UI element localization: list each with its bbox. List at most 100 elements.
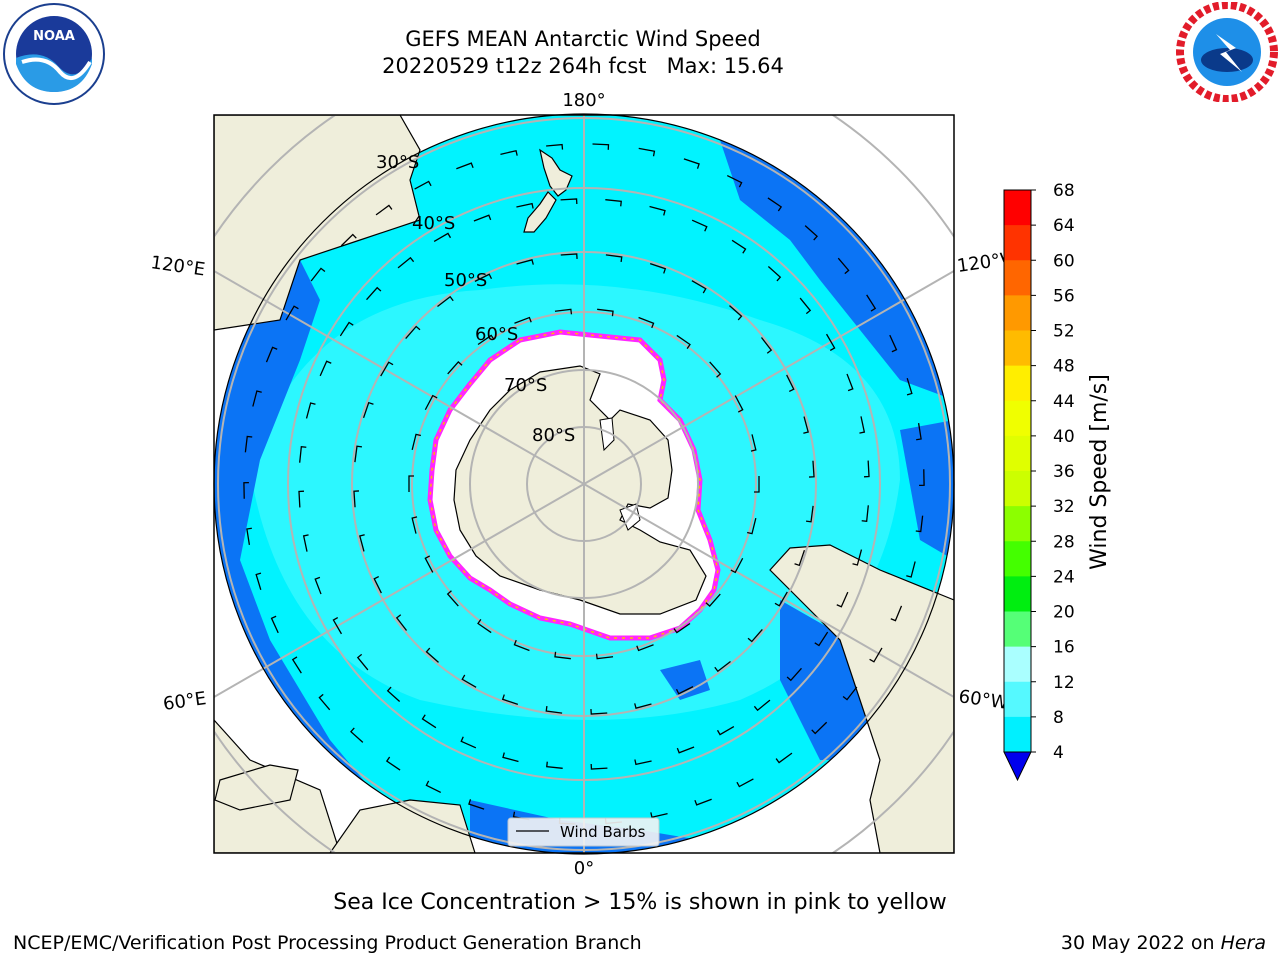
nws-logo bbox=[1176, 2, 1278, 102]
wind-barb bbox=[786, 667, 802, 682]
colorbar-tick-label: 60 bbox=[1053, 251, 1075, 271]
wind-barb bbox=[395, 614, 408, 631]
wind-barb bbox=[753, 699, 771, 712]
colorbar-tick-label: 64 bbox=[1053, 216, 1075, 236]
wind-barb bbox=[650, 812, 668, 819]
wind-barb bbox=[421, 714, 437, 729]
wind-barb bbox=[916, 423, 922, 441]
wind-barb bbox=[411, 433, 422, 451]
wind-barb bbox=[675, 686, 694, 695]
wind-barb bbox=[270, 615, 279, 634]
colorbar-segment bbox=[1004, 506, 1031, 542]
wind-barb bbox=[356, 653, 369, 671]
wind-barb bbox=[683, 158, 700, 169]
caption: Sea Ice Concentration > 15% is shown in … bbox=[333, 890, 947, 915]
wind-barb bbox=[373, 575, 382, 594]
colorbar-tick-label: 4 bbox=[1053, 743, 1064, 763]
wind-barb bbox=[705, 593, 721, 607]
legend: Wind Barbs bbox=[507, 817, 660, 847]
wind-barb bbox=[299, 446, 307, 463]
wind-barb bbox=[560, 198, 578, 205]
wind-barb bbox=[774, 591, 788, 607]
colorbar-segment bbox=[1004, 295, 1031, 331]
wind-barb bbox=[590, 763, 608, 770]
wind-barb bbox=[716, 725, 735, 736]
colorbar-tick-label: 36 bbox=[1053, 462, 1075, 482]
wind-barb bbox=[319, 360, 332, 377]
wind-barb bbox=[592, 143, 610, 150]
wind-barb bbox=[385, 756, 401, 771]
wind-barb bbox=[634, 759, 652, 766]
wind-barb bbox=[638, 316, 655, 329]
wind-barb bbox=[746, 517, 757, 535]
wind-barb bbox=[350, 727, 364, 743]
footer-branch: NCEP/EMC/Verification Post Processing Pr… bbox=[13, 932, 642, 954]
wind-barb bbox=[502, 752, 519, 763]
colorbar-tick-label: 56 bbox=[1053, 286, 1075, 306]
wind-barb bbox=[837, 257, 850, 275]
wind-barb bbox=[474, 273, 493, 282]
lat-label-40s: 40°S bbox=[412, 213, 455, 234]
colorbar-label: Wind Speed [m/s] bbox=[1087, 374, 1112, 570]
wind-barb bbox=[726, 174, 743, 188]
wind-barb bbox=[734, 395, 744, 413]
wind-barb bbox=[767, 197, 783, 212]
wind-barb bbox=[545, 705, 563, 714]
wind-barb bbox=[516, 259, 534, 265]
colorbar-tick-label: 40 bbox=[1053, 427, 1075, 447]
wind-barb bbox=[754, 476, 760, 493]
colorbar-segment bbox=[1004, 646, 1031, 683]
wind-barb bbox=[386, 686, 401, 702]
wind-barb bbox=[405, 325, 421, 339]
wind-barb bbox=[265, 346, 278, 363]
wind-barb bbox=[380, 361, 394, 377]
wind-barb bbox=[305, 402, 316, 419]
wind-barb bbox=[605, 199, 622, 207]
wind-barb bbox=[915, 515, 924, 533]
colorbar: 68 64 60 56 52 48 44 40 36 32 28 24 20 16 12 8 4 bbox=[1003, 181, 1075, 782]
wind-barb bbox=[339, 321, 354, 337]
lon-label-60w: 60°W bbox=[957, 686, 1009, 714]
colorbar-segment bbox=[1004, 435, 1031, 472]
wind-barb bbox=[359, 534, 365, 552]
wind-barb bbox=[243, 481, 249, 499]
colorbar-tick-label: 44 bbox=[1053, 392, 1075, 412]
colorbar-segment bbox=[1004, 365, 1031, 402]
wind-barb bbox=[729, 305, 743, 321]
wind-barb bbox=[808, 460, 815, 478]
wind-barb bbox=[291, 656, 302, 674]
wind-barb bbox=[554, 651, 571, 660]
lon-label-180: 180° bbox=[562, 90, 605, 111]
colorbar-tick-label: 24 bbox=[1053, 567, 1075, 587]
wind-barb bbox=[514, 316, 532, 324]
wind-barb bbox=[408, 475, 414, 492]
wind-barb bbox=[691, 219, 708, 232]
wind-barb bbox=[516, 202, 534, 209]
footer-date: 30 May 2022 on Hera bbox=[1061, 932, 1266, 954]
wind-barb bbox=[767, 266, 782, 282]
wind-barb bbox=[397, 256, 415, 269]
wind-barb bbox=[285, 305, 299, 321]
lat-label-30s: 30°S bbox=[376, 152, 419, 173]
wind-barb bbox=[501, 694, 519, 706]
wind-barb bbox=[595, 653, 614, 660]
wind-barb bbox=[866, 294, 877, 312]
colorbar-segment bbox=[1004, 190, 1031, 226]
wind-barb bbox=[906, 561, 916, 578]
colorbar-segment bbox=[1004, 611, 1031, 648]
wind-barb bbox=[786, 374, 795, 393]
wind-barb bbox=[634, 703, 652, 709]
lat-label-80s: 80°S bbox=[532, 425, 575, 446]
wind-barb bbox=[709, 361, 722, 378]
wind-barb bbox=[811, 721, 828, 735]
wind-barb bbox=[736, 778, 754, 788]
wind-barb bbox=[310, 267, 326, 282]
colorbar-tick-label: 12 bbox=[1053, 673, 1075, 693]
wind-barb bbox=[500, 149, 518, 156]
chart-subtitle: 20220529 t12z 264h fcst Max: 15.64 bbox=[382, 54, 784, 78]
wind-barb bbox=[560, 253, 578, 260]
wind-barb bbox=[863, 460, 870, 478]
wind-barb bbox=[302, 534, 309, 552]
wind-barb bbox=[906, 377, 913, 396]
colorbar-segment bbox=[1004, 225, 1031, 261]
